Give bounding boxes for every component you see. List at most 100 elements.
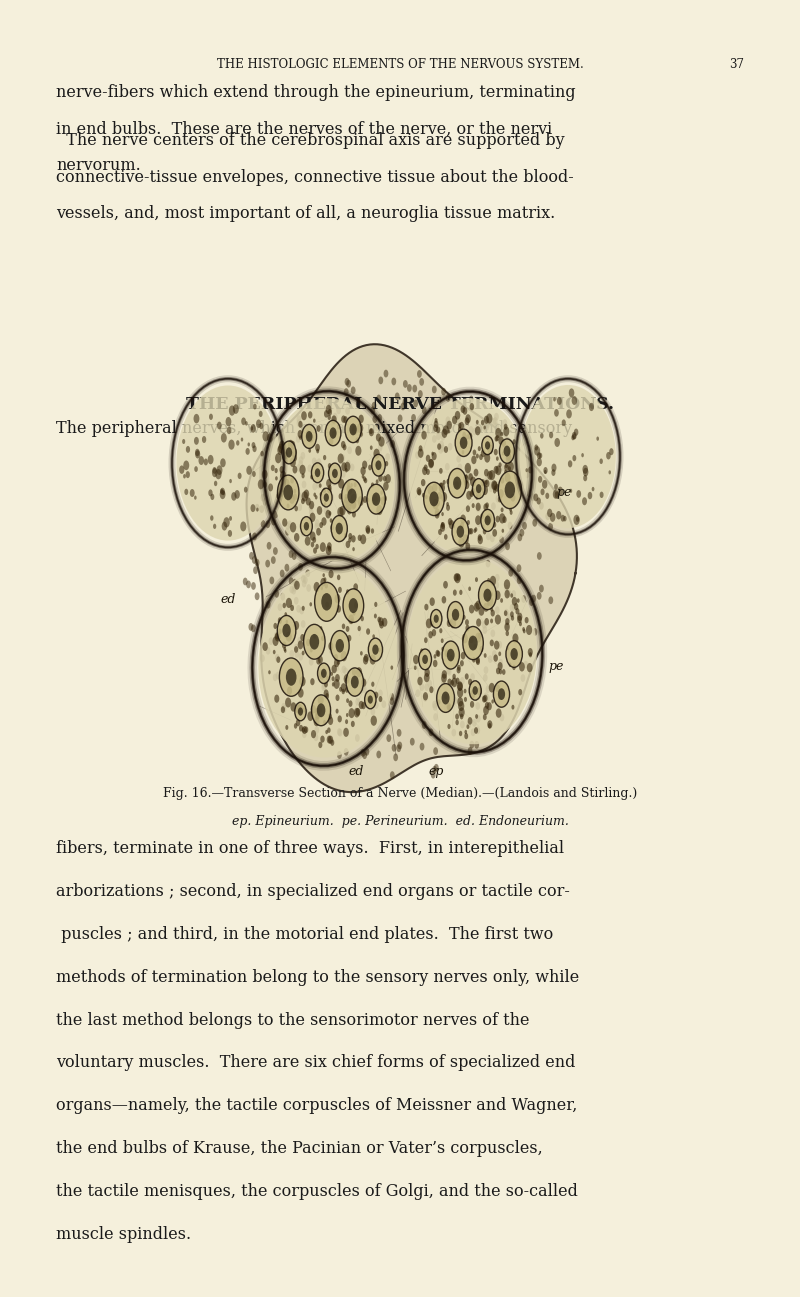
Circle shape — [445, 463, 450, 471]
Circle shape — [501, 432, 503, 436]
Circle shape — [278, 616, 296, 646]
Ellipse shape — [409, 398, 527, 554]
Circle shape — [294, 489, 296, 493]
Circle shape — [511, 590, 516, 598]
Circle shape — [484, 477, 489, 485]
Circle shape — [422, 721, 426, 729]
Circle shape — [468, 647, 473, 655]
Circle shape — [548, 523, 553, 530]
Circle shape — [314, 519, 319, 527]
Circle shape — [311, 463, 324, 482]
Circle shape — [422, 431, 426, 440]
Circle shape — [489, 682, 494, 693]
Circle shape — [443, 425, 449, 434]
Circle shape — [430, 492, 438, 506]
Circle shape — [446, 479, 450, 484]
Circle shape — [273, 650, 275, 654]
Circle shape — [484, 617, 489, 625]
Circle shape — [425, 668, 430, 677]
Circle shape — [531, 595, 536, 603]
Circle shape — [512, 603, 517, 611]
Circle shape — [566, 410, 572, 419]
Circle shape — [294, 621, 299, 630]
Circle shape — [243, 577, 248, 585]
Circle shape — [554, 438, 560, 447]
Circle shape — [505, 481, 515, 498]
Circle shape — [521, 674, 526, 682]
Circle shape — [490, 591, 493, 597]
Circle shape — [505, 473, 510, 482]
Circle shape — [220, 489, 223, 494]
Circle shape — [476, 503, 481, 511]
Circle shape — [343, 416, 348, 423]
Circle shape — [474, 643, 477, 650]
Circle shape — [313, 547, 317, 554]
Circle shape — [433, 713, 438, 721]
Circle shape — [302, 726, 307, 734]
Circle shape — [380, 490, 383, 494]
Circle shape — [518, 648, 523, 656]
Circle shape — [370, 406, 375, 414]
Circle shape — [485, 423, 490, 431]
Circle shape — [251, 582, 256, 590]
Circle shape — [361, 677, 366, 685]
Circle shape — [482, 482, 485, 486]
Circle shape — [314, 460, 318, 468]
Circle shape — [381, 497, 386, 506]
Circle shape — [378, 475, 382, 481]
Circle shape — [386, 475, 391, 484]
Circle shape — [446, 420, 452, 429]
Circle shape — [518, 533, 522, 541]
Circle shape — [467, 520, 470, 525]
Circle shape — [469, 396, 474, 403]
Circle shape — [465, 730, 467, 734]
Circle shape — [476, 505, 481, 512]
Circle shape — [447, 678, 452, 686]
Circle shape — [510, 593, 513, 598]
Circle shape — [310, 634, 319, 650]
Circle shape — [348, 533, 352, 540]
Circle shape — [583, 468, 589, 476]
Circle shape — [256, 419, 262, 428]
Circle shape — [318, 742, 322, 748]
Circle shape — [372, 402, 377, 410]
Circle shape — [599, 458, 603, 464]
Circle shape — [494, 681, 510, 707]
Circle shape — [475, 715, 478, 719]
Circle shape — [324, 690, 329, 698]
Ellipse shape — [258, 565, 398, 757]
Circle shape — [339, 687, 342, 691]
Circle shape — [494, 423, 499, 431]
Circle shape — [260, 655, 265, 663]
Circle shape — [198, 457, 204, 466]
Circle shape — [351, 424, 356, 432]
Circle shape — [443, 581, 448, 589]
Text: 37: 37 — [729, 58, 744, 71]
Circle shape — [444, 704, 449, 712]
Circle shape — [370, 445, 373, 450]
Circle shape — [284, 479, 290, 488]
Circle shape — [475, 702, 480, 709]
Circle shape — [486, 702, 492, 711]
Circle shape — [500, 598, 503, 603]
Circle shape — [495, 573, 500, 581]
Circle shape — [390, 772, 394, 779]
Circle shape — [432, 484, 438, 492]
Circle shape — [362, 702, 366, 709]
Circle shape — [501, 507, 503, 512]
Circle shape — [284, 648, 286, 652]
Circle shape — [572, 396, 577, 405]
Circle shape — [302, 728, 305, 733]
Circle shape — [342, 415, 346, 423]
Circle shape — [290, 458, 296, 467]
Circle shape — [292, 578, 297, 586]
Circle shape — [331, 415, 337, 424]
Circle shape — [226, 427, 231, 434]
Circle shape — [442, 691, 450, 704]
Circle shape — [370, 716, 377, 726]
Circle shape — [451, 681, 456, 689]
Circle shape — [208, 455, 214, 464]
Circle shape — [505, 542, 510, 550]
Circle shape — [390, 440, 395, 447]
Circle shape — [519, 481, 524, 489]
